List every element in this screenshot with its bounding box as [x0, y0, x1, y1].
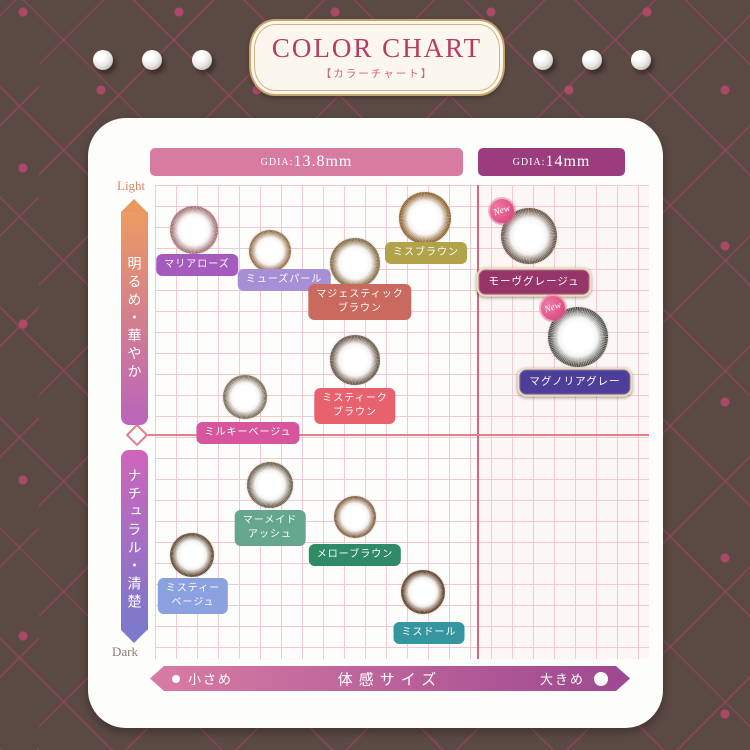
pearl-icon: [142, 50, 162, 70]
lens-label: ミスティー ベージュ: [157, 578, 229, 614]
large-dot-icon: [594, 672, 608, 686]
lens-label: ミューズパール: [237, 269, 331, 291]
size-large-label: 大きめ: [539, 672, 585, 687]
gdia-prefix: GDIA:: [512, 156, 546, 168]
lens-circle: [170, 206, 218, 254]
lens-circle: [330, 335, 380, 385]
lens-circle: [334, 496, 376, 538]
page-subtitle: 【カラーチャート】: [320, 67, 434, 80]
lens-circle: [330, 238, 380, 288]
lens-circle: [223, 375, 267, 419]
lens-circle: [401, 570, 445, 614]
color-chart-card: GDIA: 13.8mm GDIA: 14mm Light Dark 明るめ・華やか…: [88, 118, 663, 728]
lens-circle: [399, 192, 451, 244]
gdia-value: 14mm: [545, 153, 591, 170]
axis-dark-label: Dark: [112, 644, 138, 659]
gdia-14mm-header: GDIA: 14mm: [478, 148, 625, 176]
lens-label: ミスティーク ブラウン: [314, 388, 396, 424]
lens-label: ミルキーベージュ: [196, 422, 300, 444]
lens-label: ミスドール: [393, 622, 465, 644]
pearl-icon: [582, 50, 602, 70]
lens-label: モーヴグレージュ: [476, 267, 592, 297]
pearl-icon: [192, 50, 212, 70]
lens-layer: マリアローズ ミューズパール マジェスティック ブラウン ミスブラウン モーヴグレージュ N…: [88, 118, 663, 728]
size-axis-small: 小さめ: [172, 669, 233, 688]
gdia-prefix: GDIA:: [260, 156, 294, 168]
lower-zone-bar: ナチュラル・清楚: [121, 450, 148, 643]
pearl-icon: [533, 50, 553, 70]
lens-label: マリアローズ: [156, 254, 238, 276]
upper-zone-bar: 明るめ・華やか: [121, 199, 148, 425]
size-axis-large: 大きめ: [540, 669, 608, 688]
lens-label: マーメイド アッシュ: [234, 510, 306, 546]
lens-label: マジェスティック ブラウン: [308, 284, 412, 320]
small-dot-icon: [172, 675, 180, 683]
gdia-13-8mm-header: GDIA: 13.8mm: [150, 148, 463, 176]
pearl-icon: [631, 50, 651, 70]
zone-midline: [136, 434, 649, 436]
lens-circle: [249, 230, 291, 272]
lens-circle: [170, 533, 214, 577]
lens-circle: [247, 462, 293, 508]
lens-label: マグノリアグレー: [517, 367, 633, 397]
page-title: COLOR CHART: [271, 33, 483, 64]
gdia-value: 13.8mm: [293, 153, 353, 170]
pearl-icon: [93, 50, 113, 70]
lower-zone-label: ナチュラル・清楚: [126, 468, 143, 612]
size-axis-bar: 小さめ 体感サイズ 大きめ: [150, 666, 630, 691]
title-plaque: COLOR CHART 【カラーチャート】: [249, 19, 505, 96]
panel-divider: [477, 185, 479, 659]
size-axis-title: 体感サイズ: [337, 671, 443, 688]
axis-light-label: Light: [117, 178, 146, 193]
upper-zone-label: 明るめ・華やか: [126, 255, 143, 382]
size-small-label: 小さめ: [188, 672, 234, 687]
lens-label: ミスブラウン: [385, 242, 467, 264]
lens-label: メローブラウン: [308, 544, 402, 566]
